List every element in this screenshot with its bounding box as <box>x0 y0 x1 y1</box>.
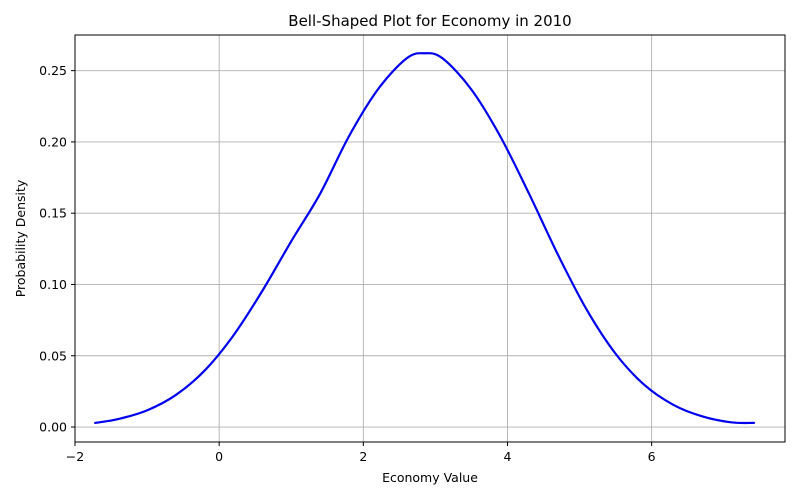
y-axis: 0.00 0.05 0.10 0.15 0.20 0.25 <box>39 63 75 435</box>
x-axis: −2 0 2 4 6 <box>66 442 656 464</box>
x-axis-label: Economy Value <box>382 470 478 485</box>
series-line <box>94 52 756 425</box>
y-tick-label: 0.20 <box>39 134 67 149</box>
y-axis-label: Probability Density <box>13 179 28 297</box>
y-tick-label: 0.25 <box>39 63 67 78</box>
grid <box>74 35 785 442</box>
plot-frame <box>74 34 786 443</box>
x-tick-label: 6 <box>648 449 656 464</box>
x-tick-label: −2 <box>66 449 84 464</box>
x-tick-label: 0 <box>215 449 223 464</box>
chart-title: Bell-Shaped Plot for Economy in 2010 <box>288 12 571 30</box>
series-layer <box>94 52 756 425</box>
x-tick-label: 2 <box>359 449 367 464</box>
x-tick-label: 4 <box>504 449 512 464</box>
y-tick-label: 0.05 <box>39 348 67 363</box>
y-tick-label: 0.00 <box>39 420 67 435</box>
y-tick-label: 0.15 <box>39 206 67 221</box>
y-tick-label: 0.10 <box>39 277 67 292</box>
